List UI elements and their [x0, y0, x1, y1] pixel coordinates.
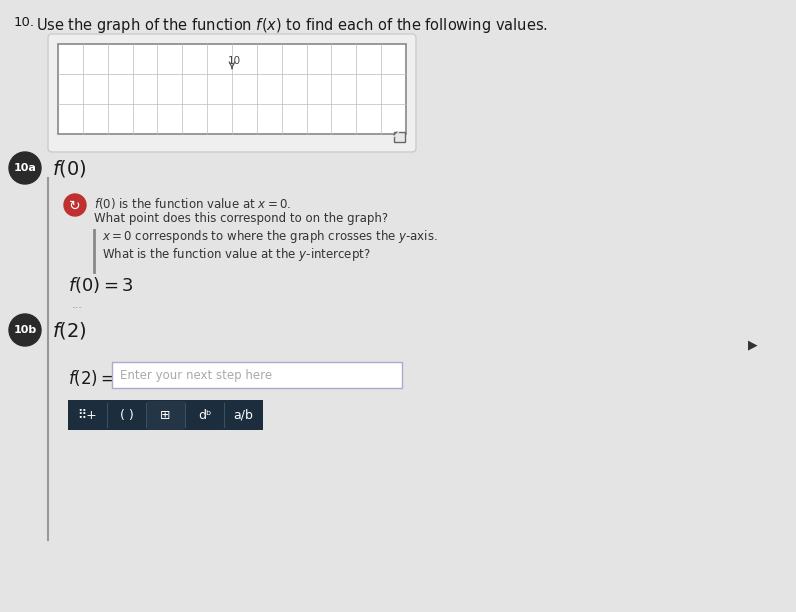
FancyBboxPatch shape: [112, 362, 402, 388]
FancyBboxPatch shape: [68, 400, 107, 430]
FancyBboxPatch shape: [224, 400, 263, 430]
Text: 10b: 10b: [14, 325, 37, 335]
Text: 10.: 10.: [14, 16, 35, 29]
Text: ⠿+: ⠿+: [78, 408, 97, 422]
Text: a/b: a/b: [233, 408, 253, 422]
Text: What is the function value at the $y$-intercept?: What is the function value at the $y$-in…: [102, 246, 371, 263]
Circle shape: [64, 194, 86, 216]
Text: $f(0)$: $f(0)$: [52, 158, 87, 179]
Text: ( ): ( ): [119, 408, 134, 422]
Text: ⊞: ⊞: [160, 408, 171, 422]
FancyBboxPatch shape: [146, 400, 185, 430]
Text: Enter your next step here: Enter your next step here: [120, 368, 272, 381]
Text: ...: ...: [72, 300, 83, 310]
Text: 10: 10: [228, 56, 240, 65]
Circle shape: [9, 314, 41, 346]
FancyBboxPatch shape: [48, 34, 416, 152]
FancyBboxPatch shape: [68, 400, 263, 430]
Text: $x = 0$ corresponds to where the graph crosses the $y$-axis.: $x = 0$ corresponds to where the graph c…: [102, 228, 438, 245]
Text: $f(2) =$: $f(2) =$: [68, 368, 115, 388]
Text: 10a: 10a: [14, 163, 37, 173]
Text: ↻: ↻: [69, 199, 81, 213]
Text: $f(0) = 3$: $f(0) = 3$: [68, 275, 134, 295]
FancyBboxPatch shape: [107, 400, 146, 430]
Text: $f(2)$: $f(2)$: [52, 320, 87, 341]
FancyBboxPatch shape: [394, 132, 405, 142]
Text: Use the graph of the function $f(x)$ to find each of the following values.: Use the graph of the function $f(x)$ to …: [36, 16, 548, 35]
FancyBboxPatch shape: [185, 400, 224, 430]
Text: $f(0)$ is the function value at $x = 0$.: $f(0)$ is the function value at $x = 0$.: [94, 196, 291, 211]
Text: dᵇ: dᵇ: [198, 408, 211, 422]
Text: What point does this correspond to on the graph?: What point does this correspond to on th…: [94, 212, 388, 225]
Circle shape: [9, 152, 41, 184]
FancyBboxPatch shape: [58, 44, 406, 134]
Text: ▶: ▶: [748, 338, 758, 351]
